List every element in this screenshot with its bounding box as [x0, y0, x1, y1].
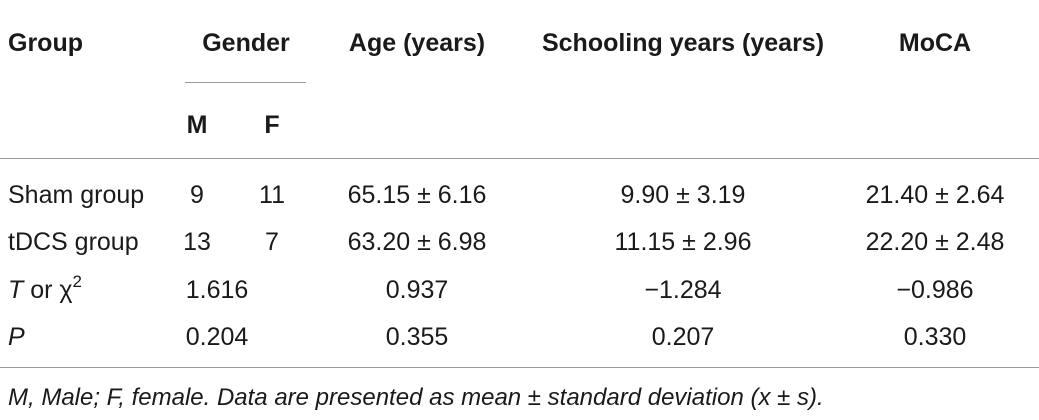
statistic-superscript: 2 — [72, 271, 82, 291]
row-tdcs-female: 7 — [265, 228, 279, 256]
row-sham-schooling: 9.90 ± 3.19 — [620, 181, 746, 209]
row-statistic-label: T or χ2 — [8, 271, 82, 305]
gender-subheader-rule — [185, 82, 306, 83]
row-p-schooling: 0.207 — [651, 323, 715, 351]
table-bottom-rule — [0, 367, 1039, 368]
row-sham-female: 11 — [259, 181, 285, 209]
row-statistic-age: 0.937 — [385, 276, 449, 304]
row-tdcs-schooling: 11.15 ± 2.96 — [614, 228, 752, 256]
table-footnote: M, Male; F, female. Data are presented a… — [8, 384, 824, 411]
statistic-t-symbol: T — [8, 276, 24, 304]
header-moca: MoCA — [898, 29, 972, 57]
header-male: M — [186, 111, 208, 139]
header-group: Group — [8, 29, 83, 57]
header-female: F — [264, 111, 280, 139]
header-gender: Gender — [202, 29, 290, 57]
row-tdcs-male: 13 — [183, 228, 211, 256]
statistic-or-chi: or χ — [23, 276, 73, 304]
row-statistic-moca: −0.986 — [896, 276, 974, 304]
row-tdcs-label: tDCS group — [8, 228, 139, 256]
row-sham-label: Sham group — [8, 181, 145, 209]
header-age: Age (years) — [348, 29, 486, 57]
row-sham-age: 65.15 ± 6.16 — [347, 181, 487, 209]
row-p-age: 0.355 — [385, 323, 449, 351]
row-p-gender: 0.204 — [185, 323, 249, 351]
header-bottom-rule — [0, 158, 1039, 159]
row-sham-moca: 21.40 ± 2.64 — [865, 181, 1005, 209]
row-tdcs-moca: 22.20 ± 2.48 — [865, 228, 1005, 256]
row-tdcs-age: 63.20 ± 6.98 — [347, 228, 487, 256]
row-p-moca: 0.330 — [903, 323, 967, 351]
row-statistic-schooling: −1.284 — [644, 276, 722, 304]
header-schooling: Schooling years (years) — [541, 29, 825, 57]
row-p-label: P — [8, 323, 25, 351]
row-statistic-gender: 1.616 — [185, 276, 249, 304]
row-sham-male: 9 — [190, 181, 204, 209]
